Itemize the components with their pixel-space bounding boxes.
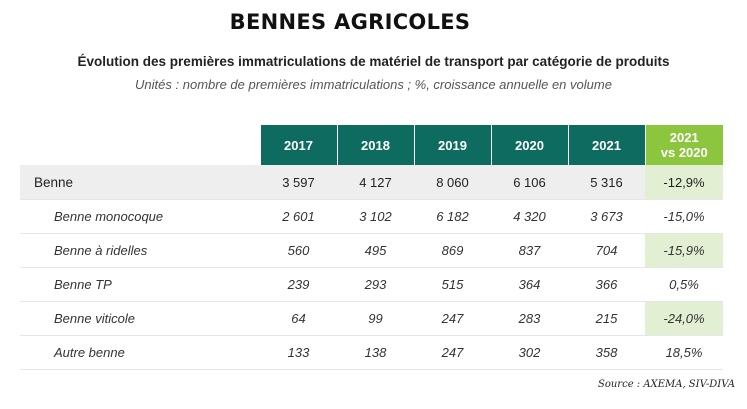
row-label: Benne viticole xyxy=(20,301,260,336)
cell-2017: 560 xyxy=(260,233,337,268)
cell-variation: -24,0% xyxy=(645,301,723,336)
cell-2018: 3 102 xyxy=(337,199,414,234)
cell-variation: -15,9% xyxy=(645,233,723,268)
header-variation: 2021 vs 2020 xyxy=(644,125,723,165)
data-table: 2017 2018 2019 2020 2021 2021 vs 2020 Be… xyxy=(20,125,723,370)
row-label: Benne TP xyxy=(20,267,260,302)
cell-2019: 515 xyxy=(414,267,491,302)
table-row-benne-viticole: Benne viticole 64 99 247 283 215 -24,0% xyxy=(20,301,723,336)
header-variation-line2: vs 2020 xyxy=(660,145,708,160)
header-year-2018: 2018 xyxy=(336,125,414,165)
cell-2021: 366 xyxy=(568,267,645,302)
row-label: Benne monocoque xyxy=(20,199,260,234)
header-year-2020: 2020 xyxy=(490,125,568,165)
cell-2021: 215 xyxy=(568,301,645,336)
cell-2017: 2 601 xyxy=(260,199,337,234)
header-year-2019: 2019 xyxy=(413,125,491,165)
table-row-benne-a-ridelles: Benne à ridelles 560 495 869 837 704 -15… xyxy=(20,233,723,268)
cell-2021: 3 673 xyxy=(568,199,645,234)
cell-2020: 283 xyxy=(491,301,568,336)
cell-2018: 293 xyxy=(337,267,414,302)
header-blank xyxy=(20,125,260,165)
table-row-benne: Benne 3 597 4 127 8 060 6 106 5 316 -12,… xyxy=(20,165,723,200)
row-label: Benne xyxy=(20,165,260,200)
table-row-benne-monocoque: Benne monocoque 2 601 3 102 6 182 4 320 … xyxy=(20,199,723,234)
header-year-2021: 2021 xyxy=(567,125,645,165)
cell-2017: 133 xyxy=(260,335,337,370)
cell-2021: 704 xyxy=(568,233,645,268)
cell-2018: 99 xyxy=(337,301,414,336)
cell-2020: 4 320 xyxy=(491,199,568,234)
row-label: Benne à ridelles xyxy=(20,233,260,268)
source-note: Source : AXEMA, SIV-DIVA xyxy=(598,379,736,390)
cell-2020: 837 xyxy=(491,233,568,268)
header-variation-line1: 2021 xyxy=(669,130,699,145)
cell-2020: 6 106 xyxy=(491,165,568,200)
cell-2018: 4 127 xyxy=(337,165,414,200)
table-row-benne-tp: Benne TP 239 293 515 364 366 0,5% xyxy=(20,267,723,302)
cell-variation: 18,5% xyxy=(645,335,723,370)
cell-variation: -12,9% xyxy=(645,165,723,200)
cell-2019: 247 xyxy=(414,335,491,370)
cell-2020: 302 xyxy=(491,335,568,370)
cell-2017: 239 xyxy=(260,267,337,302)
cell-2019: 6 182 xyxy=(414,199,491,234)
page-title: BENNES AGRICOLES xyxy=(229,10,471,34)
cell-variation: 0,5% xyxy=(645,267,723,302)
cell-2017: 64 xyxy=(260,301,337,336)
cell-2018: 138 xyxy=(337,335,414,370)
cell-2019: 247 xyxy=(414,301,491,336)
cell-2021: 5 316 xyxy=(568,165,645,200)
cell-2018: 495 xyxy=(337,233,414,268)
cell-variation: -15,0% xyxy=(645,199,723,234)
cell-2019: 869 xyxy=(414,233,491,268)
cell-2021: 358 xyxy=(568,335,645,370)
table-row-autre-benne: Autre benne 133 138 247 302 358 18,5% xyxy=(20,335,723,370)
units-note: Unités : nombre de premières immatricula… xyxy=(135,77,612,92)
header-year-2017: 2017 xyxy=(259,125,337,165)
page-subtitle: Évolution des premières immatriculations… xyxy=(77,54,670,69)
table-header-row: 2017 2018 2019 2020 2021 2021 vs 2020 xyxy=(20,125,723,165)
cell-2019: 8 060 xyxy=(414,165,491,200)
cell-2017: 3 597 xyxy=(260,165,337,200)
cell-2020: 364 xyxy=(491,267,568,302)
row-label: Autre benne xyxy=(20,335,260,370)
